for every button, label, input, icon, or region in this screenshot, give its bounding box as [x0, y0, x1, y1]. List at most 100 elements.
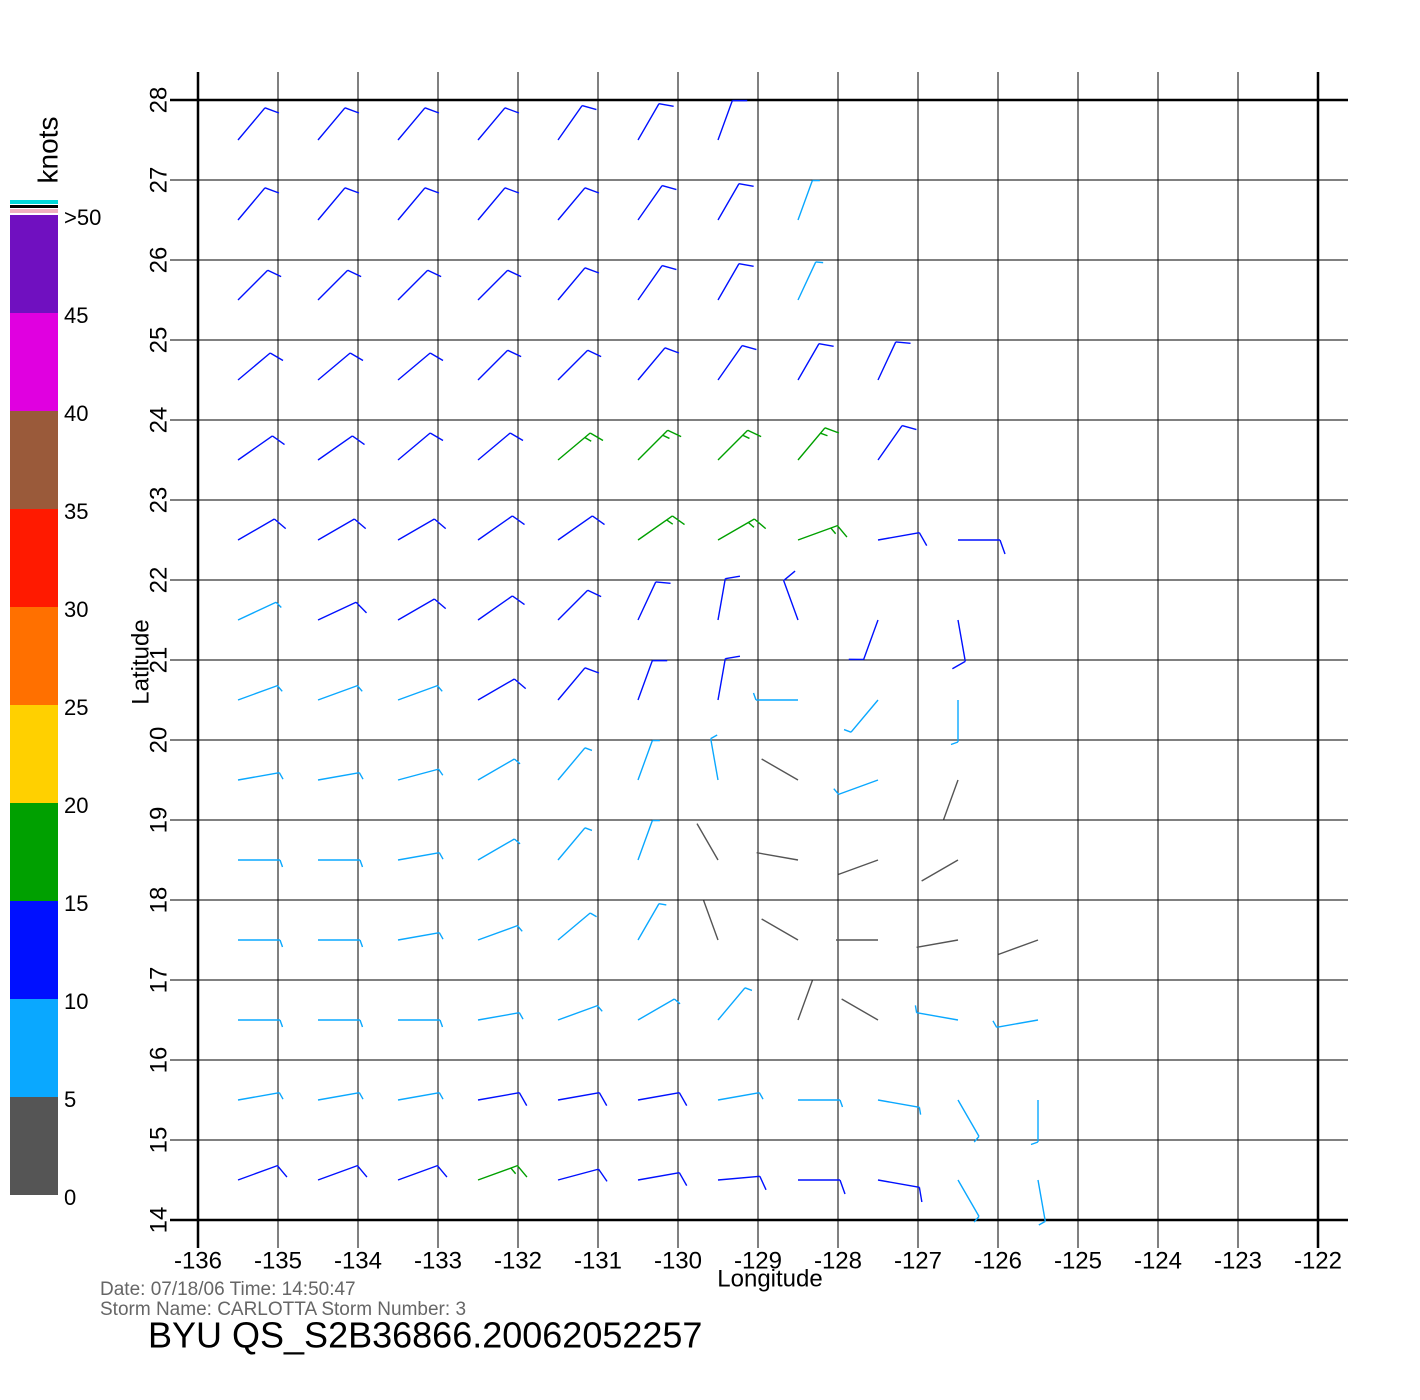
colorbar-label: 30: [64, 597, 88, 622]
wind-barb: [761, 918, 799, 941]
wind-barb: [950, 700, 959, 746]
wind-barb: [237, 187, 280, 221]
wind-barb: [477, 678, 527, 701]
wind-barb: [833, 779, 879, 796]
x-tick-label: -128: [814, 1247, 862, 1274]
wind-barb: [557, 1168, 608, 1182]
wind-barb: [237, 107, 280, 141]
wind-barb: [317, 518, 367, 541]
date-line: Date: 07/18/06 Time: 14:50:47: [100, 1279, 356, 1300]
y-tick-label: 14: [145, 1207, 172, 1234]
colorbar-label: 20: [64, 793, 88, 818]
wind-barb: [477, 758, 521, 781]
wind-barb: [237, 601, 282, 621]
colorbar-segment: [10, 999, 58, 1097]
x-tick-label: -129: [734, 1247, 782, 1274]
wind-barb: [477, 1092, 528, 1106]
wind-barb: [838, 859, 879, 876]
wind-barb: [797, 427, 840, 461]
wind-barb: [237, 772, 284, 781]
cb-stripe: [10, 205, 58, 208]
wind-barb: [477, 107, 520, 141]
wind-barb: [318, 1019, 364, 1028]
colorbar-label: 40: [64, 401, 88, 426]
wind-barb: [914, 1005, 959, 1021]
wind-barb: [877, 1099, 922, 1115]
wind-barb: [557, 912, 597, 941]
wind-barb: [317, 1164, 368, 1181]
wind-barb: [238, 939, 284, 948]
x-tick-label: -126: [974, 1247, 1022, 1274]
wind-barb: [317, 435, 365, 461]
colorbar-segment: [10, 901, 58, 999]
wind-barb: [397, 432, 444, 461]
y-tick-label: 24: [145, 407, 172, 434]
wind-barb: [952, 619, 966, 670]
wind-barb: [477, 838, 521, 861]
wind-barb: [237, 684, 283, 701]
y-tick-label: 20: [145, 727, 172, 754]
wind-barb: [237, 435, 285, 461]
wind-barb: [877, 1179, 923, 1203]
wind-barb: [557, 747, 593, 781]
colorbar-label: 25: [64, 695, 88, 720]
wind-barb: [717, 655, 741, 701]
storm-line: Storm Name: CARLOTTA Storm Number: 3: [100, 1299, 466, 1320]
wind-barb: [717, 987, 753, 1021]
wind-barb: [921, 859, 959, 882]
y-tick-label: 19: [145, 807, 172, 834]
wind-barb: [397, 352, 444, 381]
wind-barb: [998, 939, 1039, 956]
cb-stripe: [10, 209, 58, 213]
wind-barb: [397, 768, 444, 781]
wind-barb: [637, 1092, 688, 1106]
wind-barb: [397, 518, 447, 541]
wind-barb: [557, 515, 605, 541]
wind-barb: [797, 261, 824, 301]
x-axis-label: Longitude: [717, 1265, 822, 1292]
wind-barb: [237, 1092, 284, 1101]
wind-barb: [752, 692, 798, 701]
wind-barb: [761, 758, 799, 781]
x-tick-label: -130: [654, 1247, 702, 1274]
y-tick-label: 21: [145, 647, 172, 674]
wind-barb: [637, 581, 671, 621]
wind-barb: [637, 102, 674, 141]
wind-barb: [397, 932, 444, 941]
wind-barb: [717, 262, 754, 301]
wind-barb: [843, 699, 879, 733]
wind-barb: [717, 1092, 764, 1101]
x-tick-label: -124: [1134, 1247, 1182, 1274]
wind-barb: [717, 518, 767, 541]
y-tick-label: 22: [145, 567, 172, 594]
colorbar-segment: [10, 803, 58, 901]
wind-barb: [477, 515, 525, 541]
wind-barb: [398, 1019, 444, 1028]
wind-barb: [717, 344, 757, 381]
wind-barb: [557, 267, 600, 301]
wind-barb: [717, 1175, 767, 1191]
wind-barb: [916, 939, 959, 948]
wind-barb: [237, 269, 282, 301]
wind-barb: [710, 734, 719, 781]
wind-barb: [238, 1019, 284, 1028]
wind-barb: [637, 515, 685, 541]
wind-barb: [942, 779, 959, 820]
wind-barb: [798, 1179, 846, 1195]
colorbar-label: 45: [64, 303, 88, 328]
wind-barb: [477, 1012, 524, 1021]
wind-barb: [557, 589, 602, 621]
colorbar-label: 10: [64, 989, 88, 1014]
y-tick-label: 17: [145, 967, 172, 994]
wind-barb: [637, 819, 660, 861]
wind-barb: [237, 518, 287, 541]
wind-barb: [637, 347, 680, 381]
wind-barb: [477, 432, 524, 461]
wind-barb: [848, 619, 879, 661]
wind-barb: [1037, 1179, 1046, 1226]
wind-barb: [992, 1019, 1039, 1028]
wind-barb: [317, 107, 360, 141]
colorbar-segment: [10, 705, 58, 803]
wind-barb: [397, 107, 440, 141]
